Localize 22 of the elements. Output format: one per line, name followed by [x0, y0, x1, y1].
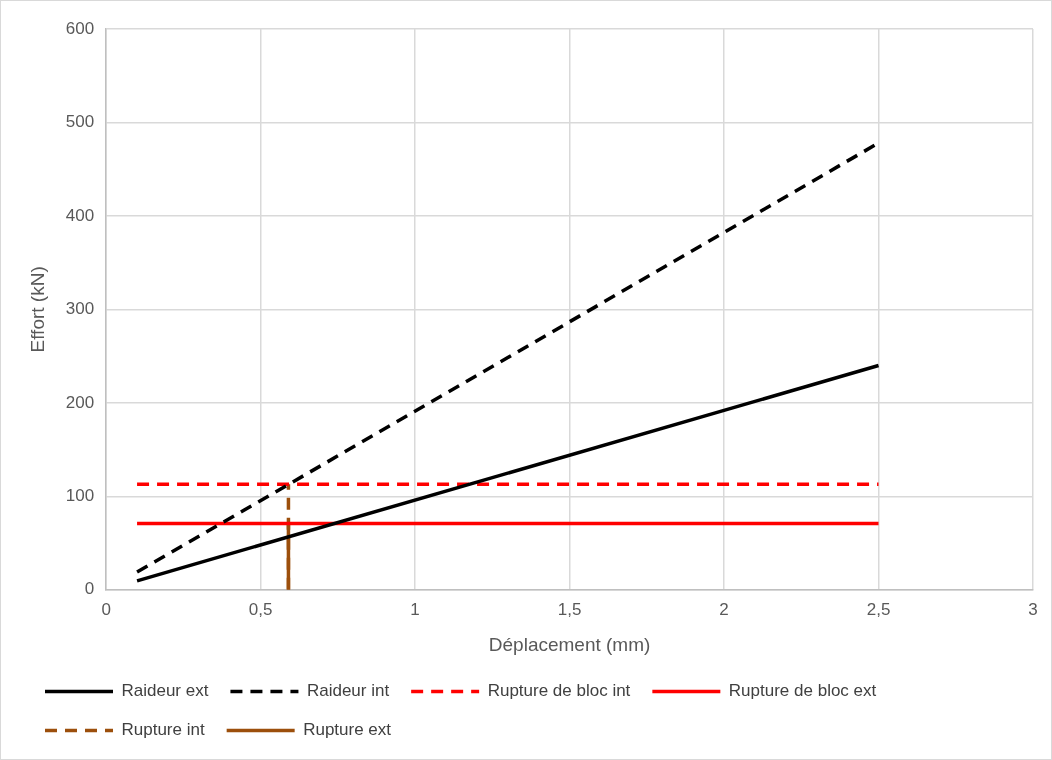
y-axis-title: Effort (kN): [26, 266, 48, 353]
legend-label: Rupture int: [121, 720, 205, 740]
y-tick-label: 300: [65, 299, 95, 319]
y-tick-label: 600: [65, 18, 95, 38]
x-axis-title: Déplacement (mm): [488, 633, 651, 655]
y-tick-label: 0: [84, 579, 95, 599]
y-tick-label: 100: [65, 486, 95, 506]
x-tick-label: 1,5: [557, 599, 582, 619]
legend-label: Raideur int: [306, 681, 390, 701]
y-tick-label: 500: [65, 112, 95, 132]
x-tick-label: 0: [101, 599, 111, 619]
legend-label: Rupture ext: [303, 720, 392, 740]
legend-label: Rupture de bloc int: [487, 681, 631, 701]
y-tick-label: 400: [65, 205, 95, 225]
x-tick-label: 2,5: [866, 599, 891, 619]
x-tick-label: 2: [719, 599, 729, 619]
x-tick-label: 1: [410, 599, 420, 619]
x-tick-label: 3: [1028, 599, 1038, 619]
legend-label: Rupture de bloc ext: [728, 681, 877, 701]
legend-label: Raideur ext: [121, 681, 209, 701]
x-tick-label: 0,5: [248, 599, 273, 619]
y-tick-label: 200: [65, 392, 95, 412]
